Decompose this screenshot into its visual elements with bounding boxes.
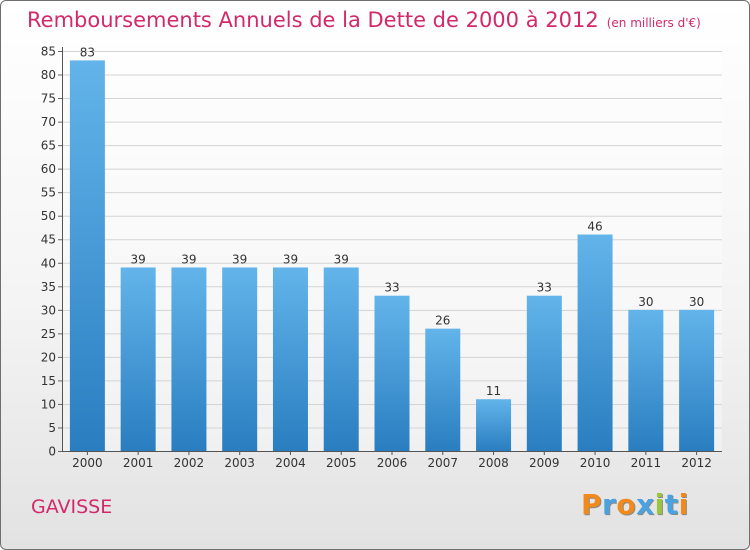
bar[interactable] [577,234,613,451]
x-tick-label: 2004 [275,456,306,470]
y-tick-label: 10 [41,397,56,411]
x-tick-label: 2001 [123,456,154,470]
logo-letter: x [636,488,655,521]
y-tick-label: 85 [41,45,56,59]
x-tick-label: 2003 [224,456,255,470]
x-tick-label: 2000 [72,456,103,470]
y-tick-label: 75 [41,92,56,106]
logo-letter: t [664,488,679,521]
bars [69,60,715,451]
data-label: 83 [80,45,95,59]
axes: 0 5 10 15 20 25 30 35 40 45 50 55 60 65 70 75 80 85 2000 20… [41,45,722,470]
x-tick-label: 2012 [681,456,712,470]
logo-letter: o [616,488,637,521]
bar[interactable] [374,295,410,451]
data-label: 39 [232,252,247,266]
data-label: 11 [486,384,501,398]
bar[interactable] [120,267,156,451]
y-tick-label: 80 [41,68,56,82]
x-tick-label: 2007 [427,456,458,470]
x-tick-label: 2011 [631,456,662,470]
bar[interactable] [171,267,207,451]
chart-subtitle: (en milliers d'€) [606,16,701,30]
bar[interactable] [476,399,512,451]
y-tick-label: 15 [41,374,56,388]
data-label: 26 [435,314,450,328]
bar[interactable] [323,267,359,451]
data-label: 39 [181,252,196,266]
data-label: 30 [689,295,704,309]
bar[interactable] [272,267,308,451]
data-label: 39 [131,252,146,266]
y-tick-label: 35 [41,280,56,294]
data-label: 39 [283,252,298,266]
x-tick-label: 2005 [326,456,357,470]
y-tick-label: 25 [41,327,56,341]
y-tick-label: 50 [41,209,56,223]
logo-letter: P [581,488,603,521]
y-tick-label: 0 [48,445,56,459]
bar[interactable] [425,328,461,451]
y-tick-label: 60 [41,162,56,176]
bar[interactable] [526,295,562,451]
bar[interactable] [69,60,105,451]
data-label: 33 [537,281,552,295]
data-label: 39 [334,252,349,266]
y-tick-label: 40 [41,256,56,270]
y-tick-label: 30 [41,303,56,317]
chart-title-text: Remboursements Annuels de la Dette de 20… [27,8,599,32]
bar[interactable] [628,309,664,451]
x-tick-label: 2006 [377,456,408,470]
y-tick-label: 45 [41,233,56,247]
x-tick-label: 2002 [174,456,205,470]
x-tick-label: 2010 [580,456,611,470]
logo-letter: r [602,488,617,521]
data-label: 46 [587,220,602,234]
bar[interactable] [222,267,258,451]
y-tick-label: 5 [48,421,56,435]
y-tick-label: 70 [41,115,56,129]
proxiti-logo[interactable]: Proxiti [581,488,689,521]
logo-letter: i [654,488,665,521]
data-labels: 83 39 39 39 39 39 33 26 11 33 46 30 30 [80,45,705,398]
x-tick-label: 2008 [478,456,509,470]
chart-title: Remboursements Annuels de la Dette de 20… [27,8,701,32]
data-label: 30 [638,295,653,309]
y-tick-label: 20 [41,350,56,364]
city-name: GAVISSE [31,496,113,518]
data-label: 33 [384,281,399,295]
bar[interactable] [679,309,715,451]
y-tick-label: 55 [41,186,56,200]
y-tick-label: 65 [41,139,56,153]
x-tick-label: 2009 [529,456,560,470]
logo-letter: i [678,488,689,521]
